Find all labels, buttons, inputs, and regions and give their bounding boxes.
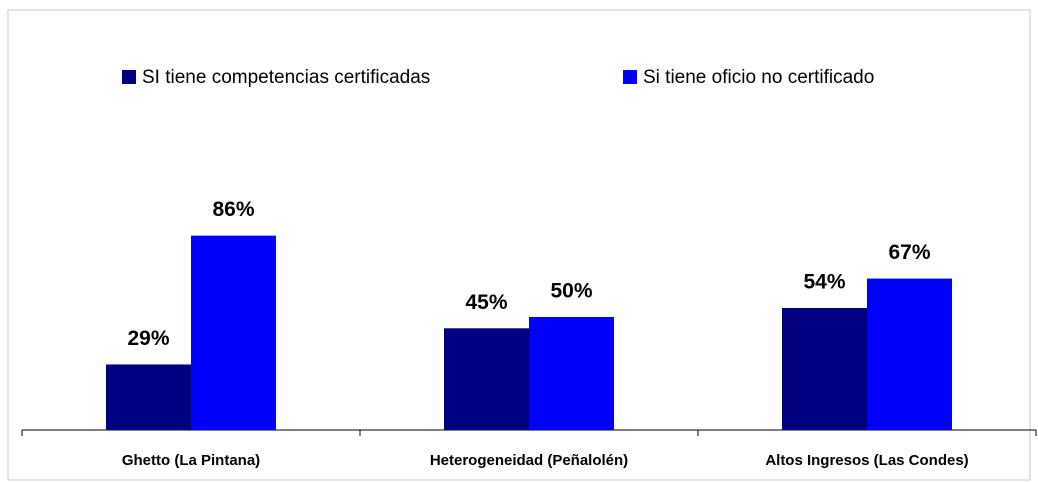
bar — [867, 278, 952, 430]
data-label: 86% — [212, 198, 254, 221]
bar — [444, 328, 529, 430]
bar — [782, 307, 867, 430]
data-label: 54% — [803, 271, 845, 294]
bar — [529, 317, 614, 430]
data-label: 45% — [465, 291, 507, 314]
legend-swatch — [122, 70, 136, 84]
x-tick-label: Ghetto (La Pintana) — [122, 452, 260, 469]
bar — [106, 364, 191, 430]
legend-label: SI tiene competencias certificadas — [142, 67, 430, 88]
data-label: 50% — [550, 280, 592, 303]
x-tick-label: Heterogeneidad (Peñalolén) — [430, 452, 628, 469]
data-label: 29% — [127, 327, 169, 350]
legend-label: Si tiene oficio no certificado — [643, 67, 874, 88]
bar — [191, 235, 276, 430]
x-tick-label: Altos Ingresos (Las Condes) — [765, 452, 968, 469]
legend-swatch — [623, 70, 637, 84]
data-label: 67% — [888, 241, 930, 264]
